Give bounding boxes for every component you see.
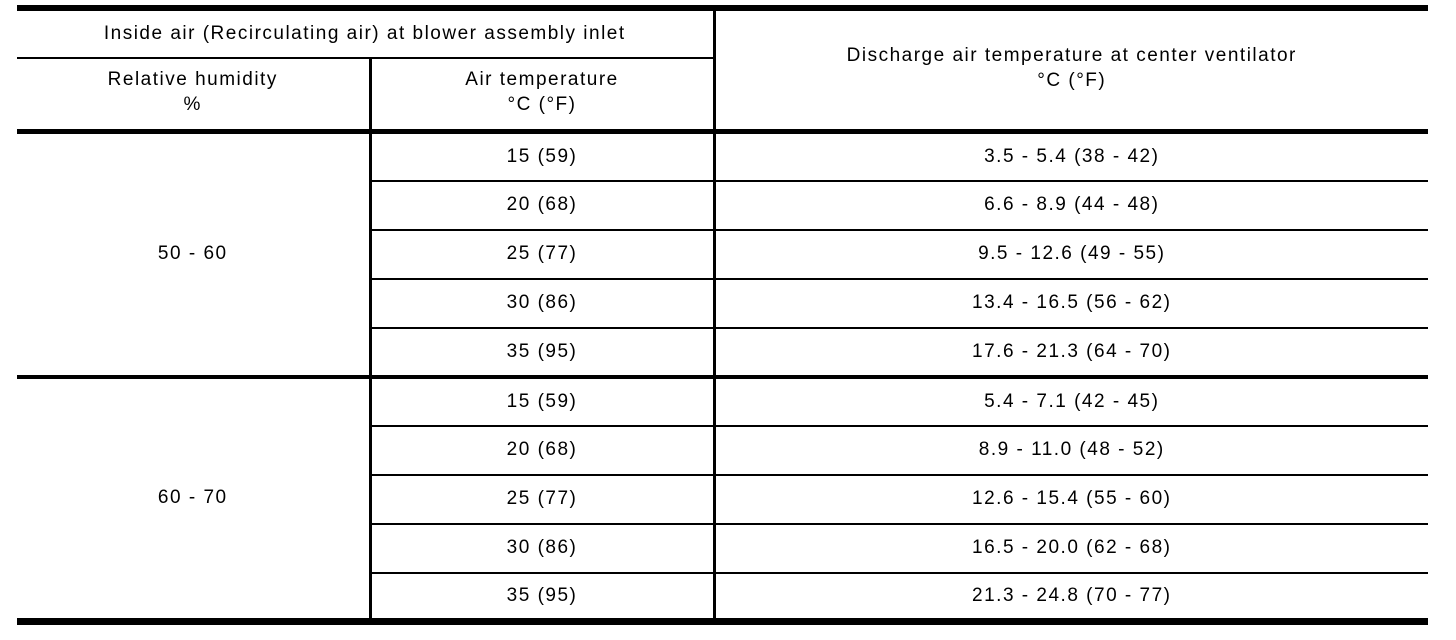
table-row: 25 (77) 12.6 - 15.4 (55 - 60) bbox=[17, 473, 1429, 524]
discharge-temperature-cell: 5.4 - 7.1 (42 - 45) bbox=[712, 374, 1429, 426]
header-discharge-line1: Discharge air temperature at center vent… bbox=[846, 45, 1297, 66]
discharge-air-temperature-table: Inside air (Recirculating air) at blower… bbox=[17, 5, 1429, 625]
humidity-group-60-70: 60 - 70 15 (59) 5.4 - 7.1 (42 - 45) 20 (… bbox=[17, 374, 1429, 622]
table-row: 30 (86) 13.4 - 16.5 (56 - 62) bbox=[17, 277, 1429, 328]
table-row: 50 - 60 15 (59) 3.5 - 5.4 (38 - 42) bbox=[17, 129, 1429, 377]
table-row: 20 (68) 6.6 - 8.9 (44 - 48) bbox=[17, 179, 1429, 230]
header-air-temperature-line2: °C (°F) bbox=[507, 94, 577, 115]
header-inside-air: Inside air (Recirculating air) at blower… bbox=[17, 8, 715, 59]
header-inside-air-label: Inside air (Recirculating air) at blower… bbox=[103, 23, 626, 44]
discharge-temperature-cell: 9.5 - 12.6 (49 - 55) bbox=[712, 228, 1429, 279]
table-row: 30 (86) 16.5 - 20.0 (62 - 68) bbox=[17, 522, 1429, 573]
air-temperature-cell: 35 (95) bbox=[368, 571, 716, 622]
header-relative-humidity-line1: Relative humidity bbox=[107, 69, 278, 90]
header-discharge-air-temperature: Discharge air temperature at center vent… bbox=[712, 8, 1429, 132]
discharge-temperature-cell: 21.3 - 24.8 (70 - 77) bbox=[712, 571, 1429, 622]
header-relative-humidity: Relative humidity % bbox=[17, 58, 370, 132]
air-temperature-cell: 35 (95) bbox=[368, 326, 716, 377]
table-row: 25 (77) 9.5 - 12.6 (49 - 55) bbox=[17, 228, 1429, 279]
table-row: 35 (95) 21.3 - 24.8 (70 - 77) bbox=[17, 571, 1429, 622]
air-temperature-cell: 30 (86) bbox=[368, 277, 716, 328]
header-row-top: Inside air (Recirculating air) at blower… bbox=[17, 8, 1429, 132]
header-discharge-line2: °C (°F) bbox=[1037, 70, 1107, 91]
header-air-temperature-line1: Air temperature bbox=[465, 69, 619, 90]
air-temperature-cell: 15 (59) bbox=[368, 374, 716, 426]
discharge-temperature-cell: 17.6 - 21.3 (64 - 70) bbox=[712, 326, 1429, 377]
header-row-sub: Relative humidity % Air temperature °C (… bbox=[17, 58, 1428, 132]
air-temperature-cell: 30 (86) bbox=[368, 522, 716, 573]
air-temperature-cell: 25 (77) bbox=[368, 473, 716, 524]
table-row: 20 (68) 8.9 - 11.0 (48 - 52) bbox=[17, 424, 1429, 475]
air-temperature-cell: 20 (68) bbox=[368, 179, 716, 230]
relative-humidity-cell: 50 - 60 bbox=[17, 129, 370, 377]
header-air-temperature: Air temperature °C (°F) bbox=[368, 58, 716, 132]
relative-humidity-cell: 60 - 70 bbox=[17, 374, 370, 622]
table-row: 60 - 70 15 (59) 5.4 - 7.1 (42 - 45) bbox=[17, 374, 1429, 622]
air-temperature-cell: 15 (59) bbox=[368, 129, 716, 181]
header-relative-humidity-line2: % bbox=[183, 94, 202, 115]
table-row: 35 (95) 17.6 - 21.3 (64 - 70) bbox=[17, 326, 1429, 377]
discharge-temperature-cell: 12.6 - 15.4 (55 - 60) bbox=[712, 473, 1429, 524]
discharge-temperature-cell: 13.4 - 16.5 (56 - 62) bbox=[712, 277, 1429, 328]
discharge-temperature-cell: 3.5 - 5.4 (38 - 42) bbox=[712, 129, 1429, 181]
air-temperature-cell: 25 (77) bbox=[368, 228, 716, 279]
humidity-group-50-60: 50 - 60 15 (59) 3.5 - 5.4 (38 - 42) 20 (… bbox=[17, 129, 1429, 377]
discharge-temperature-cell: 8.9 - 11.0 (48 - 52) bbox=[712, 424, 1429, 475]
discharge-temperature-cell: 6.6 - 8.9 (44 - 48) bbox=[712, 179, 1429, 230]
air-temperature-cell: 20 (68) bbox=[368, 424, 716, 475]
discharge-temperature-cell: 16.5 - 20.0 (62 - 68) bbox=[712, 522, 1429, 573]
